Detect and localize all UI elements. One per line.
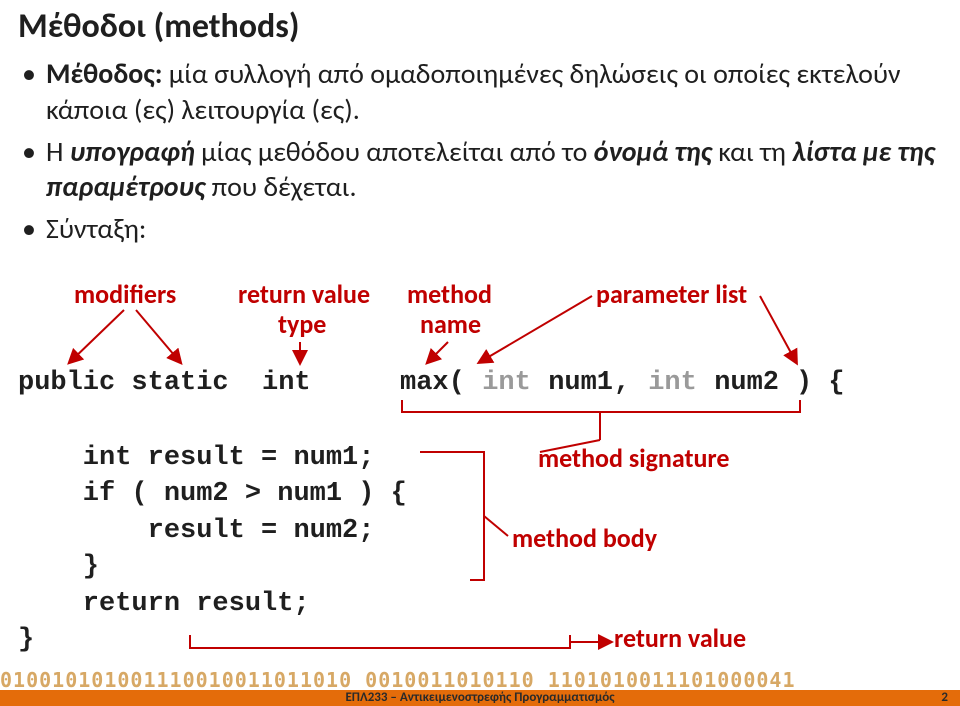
code-int3: int [632, 368, 697, 398]
bullet-2-d: που δέχεται. [205, 169, 356, 204]
label-method-body: method body [512, 522, 657, 554]
label-parameter-list: parameter list [596, 278, 747, 310]
code-comma: , [614, 368, 630, 398]
code-num2: num2 [698, 368, 795, 398]
label-method-name-l2: name [420, 308, 481, 340]
footer-course: ΕΠΛ233 – Αντικειμενοστρεφής Προγραμματισ… [0, 690, 960, 706]
label-return-value: return value [614, 622, 746, 654]
label-method-signature: method signature [538, 442, 729, 474]
code-num1: num1 [532, 368, 613, 398]
page-number: 2 [941, 690, 948, 706]
bullet-1-term: Μέθοδος: [46, 56, 162, 91]
bottom-bar: 010010101001110010011011010 001001101011… [0, 662, 960, 706]
bullet-3-text: Σύνταξη: [46, 211, 146, 246]
code-max: max( [400, 368, 465, 398]
label-return-value-l2: type [278, 308, 326, 340]
code-close: ) { [796, 368, 845, 398]
bullet-list: Μέθοδος: μία συλλογή από ομαδοποιημένες … [18, 56, 942, 247]
label-modifiers: modifiers [74, 278, 176, 310]
method-diagram: modifiers return value type method name … [0, 280, 960, 620]
code-int2: int [466, 368, 531, 398]
bullet-1-rest: μία συλλογή από ομαδοποιημένες δηλώσεις … [46, 56, 901, 127]
binary-strip: 010010101001110010011011010 001001101011… [0, 668, 960, 692]
bullet-2-a: Η [46, 134, 70, 169]
label-return-value-l1: return value [238, 278, 370, 310]
slide-body: Μέθοδος: μία συλλογή από ομαδοποιημένες … [18, 56, 942, 253]
bullet-2-c: και τη [712, 134, 792, 169]
bullet-2: Η υπογραφή μίας μεθόδου αποτελείται από … [18, 134, 942, 206]
bullet-1: Μέθοδος: μία συλλογή από ομαδοποιημένες … [18, 56, 942, 128]
label-method-name-l1: method [407, 278, 492, 310]
bullet-2-b: μίας μεθόδου αποτελείται από το [195, 134, 594, 169]
slide-title: Μέθοδοι (methods) [18, 6, 299, 47]
bullet-3: Σύνταξη: [18, 211, 942, 247]
code-int: int [262, 368, 311, 398]
bullet-2-em1: υπογραφή [70, 134, 195, 169]
code-public-static: public static [18, 368, 229, 398]
code-body: int result = num1; if ( num2 > num1 ) { … [18, 440, 407, 659]
bullet-2-em2: όνομά της [594, 134, 712, 169]
